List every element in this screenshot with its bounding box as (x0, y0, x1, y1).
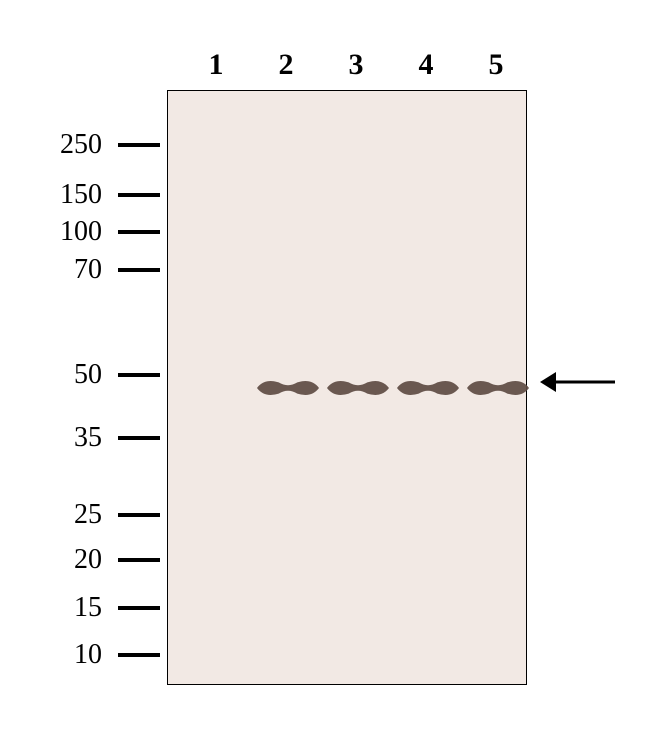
mw-tick-150 (118, 193, 160, 197)
arrow-shaft (555, 381, 615, 384)
western-blot-figure: 1 2 3 4 5 250 150 100 70 50 35 25 20 15 10 (0, 0, 650, 732)
lane-label-3: 3 (349, 48, 364, 82)
mw-label-25: 25 (74, 499, 102, 531)
mw-label-150: 150 (60, 179, 102, 211)
mw-tick-20 (118, 558, 160, 562)
mw-label-50: 50 (74, 359, 102, 391)
mw-tick-10 (118, 653, 160, 657)
mw-tick-25 (118, 513, 160, 517)
mw-tick-50 (118, 373, 160, 377)
mw-label-100: 100 (60, 216, 102, 248)
blot-membrane (167, 90, 527, 685)
mw-label-10: 10 (74, 639, 102, 671)
lane-label-2: 2 (279, 48, 294, 82)
mw-label-35: 35 (74, 422, 102, 454)
mw-tick-100 (118, 230, 160, 234)
mw-tick-15 (118, 606, 160, 610)
mw-tick-250 (118, 143, 160, 147)
arrow-head-icon (540, 372, 556, 392)
lane-label-1: 1 (209, 48, 224, 82)
lane-label-4: 4 (419, 48, 434, 82)
mw-label-15: 15 (74, 592, 102, 624)
lane-label-5: 5 (489, 48, 504, 82)
mw-label-20: 20 (74, 544, 102, 576)
mw-label-250: 250 (60, 129, 102, 161)
mw-tick-35 (118, 436, 160, 440)
mw-label-70: 70 (74, 254, 102, 286)
mw-tick-70 (118, 268, 160, 272)
